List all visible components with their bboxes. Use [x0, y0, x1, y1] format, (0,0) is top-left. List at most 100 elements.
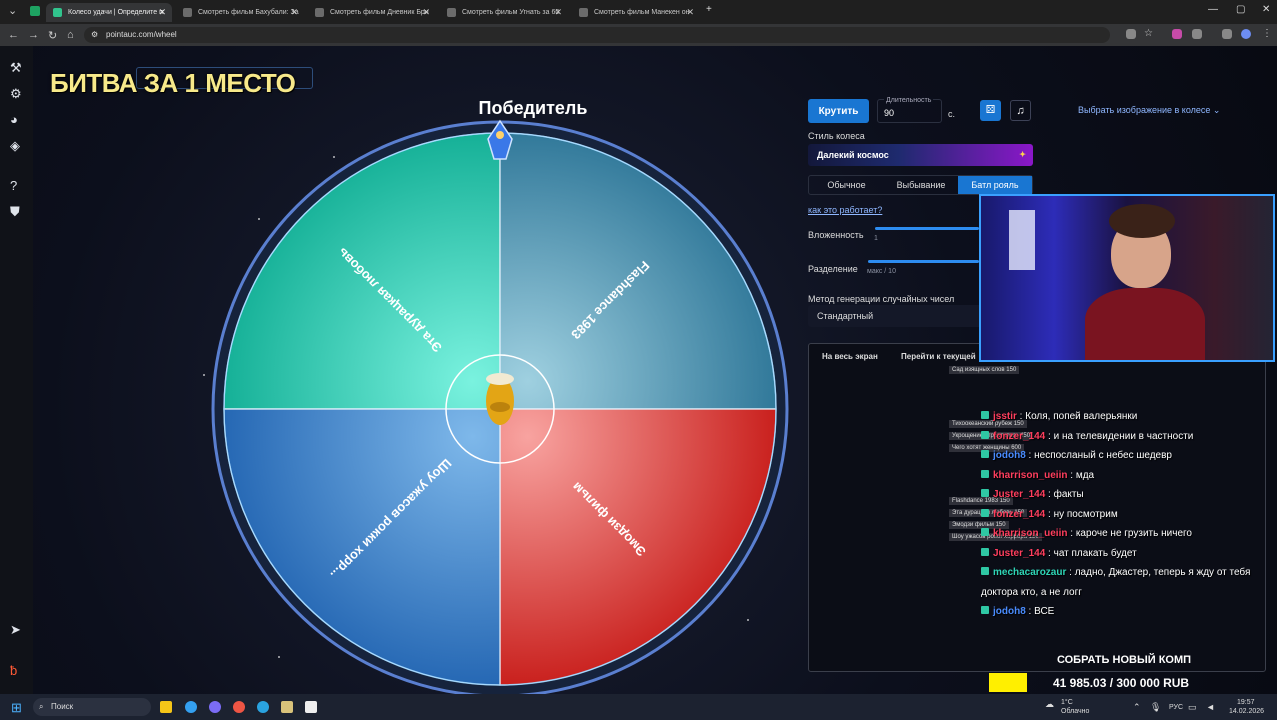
rng-select[interactable]: Стандартный — [808, 305, 986, 327]
chat-message: kharrison_ueiin : кароче не грузить ниче… — [981, 528, 1192, 539]
minimize-icon[interactable]: — — [1208, 4, 1218, 15]
webcam-overlay — [979, 194, 1275, 362]
tab-normal[interactable]: Обычное — [827, 180, 866, 190]
wheel-style-select[interactable]: Далекий космос ✦ — [808, 144, 1033, 166]
app-icon-3[interactable] — [305, 701, 317, 713]
layers-icon[interactable]: ◈ — [10, 138, 20, 153]
taskbar-search[interactable]: ⌕ Поиск — [33, 698, 151, 716]
close-icon[interactable]: ✕ — [554, 7, 562, 17]
mic-icon[interactable]: 🎙 — [1150, 702, 1162, 712]
telegram-taskbar-icon[interactable] — [257, 701, 269, 713]
top-toolbar-button[interactable] — [136, 67, 313, 89]
help-icon[interactable]: ? — [10, 178, 18, 193]
maximize-icon[interactable]: ▢ — [1236, 4, 1246, 15]
shield-icon[interactable]: ⛊ — [10, 204, 20, 219]
tab-movie-3[interactable]: Смотреть фильм Угнать за 60 ✕ — [440, 3, 568, 22]
network-icon[interactable]: ▭ — [1188, 702, 1197, 712]
goal-value: 41 985.03 / 300 000 RUB — [1053, 676, 1190, 690]
chat-message: Juster_144 : чат плакать будет — [981, 547, 1137, 559]
windows-start-icon[interactable]: ⊞ — [11, 700, 22, 715]
tab-title: Смотреть фильм Бахубали: За — [198, 9, 299, 16]
goto-current-button[interactable]: Перейти к текущей — [901, 352, 976, 361]
mini-lot-name: Сад изящных слов — [952, 367, 1005, 373]
chat-username: kharrison_ueiin — [993, 469, 1068, 481]
tab-elimination[interactable]: Выбывание — [896, 180, 946, 190]
spin-button[interactable]: Крутить — [808, 99, 869, 123]
brand-icon[interactable]: ƀ — [10, 663, 18, 678]
weather-icon[interactable]: ☁ — [1045, 699, 1054, 709]
chat-username: jsstir — [993, 411, 1017, 422]
wheel-pointer-icon — [487, 119, 513, 160]
favicon-icon — [447, 8, 456, 17]
image-select-link[interactable]: Выбрать изображение в колесе ⌄ — [1078, 105, 1220, 116]
close-icon[interactable]: ✕ — [158, 7, 166, 17]
tab-wheel[interactable]: Колесо удачи | Определите п ✕ — [46, 3, 172, 22]
back-icon[interactable]: ← — [8, 29, 19, 41]
mini-lot-value: 150 — [999, 498, 1010, 504]
file-explorer-icon[interactable] — [160, 701, 172, 713]
bookmark-star-icon[interactable]: ☆ — [1144, 28, 1153, 39]
winner-title: Победитель — [478, 98, 588, 118]
extension-icon-2[interactable] — [1192, 29, 1202, 39]
close-icon[interactable]: ✕ — [686, 7, 694, 17]
wheel[interactable]: Эта дурацкая любовь Flashdance 1983Эмодзи… — [210, 119, 790, 699]
chat-text: доктора кто, а не логг — [981, 586, 1082, 598]
chat-text: ну посмотрим — [1053, 508, 1118, 520]
close-icon[interactable]: ✕ — [290, 7, 298, 17]
tray-chevron-icon[interactable]: ⌃ — [1133, 702, 1141, 712]
url-field[interactable]: ⚙ pointauc.com/wheel — [84, 27, 1110, 43]
image-select-text: Выбрать изображение в колесе — [1078, 105, 1211, 115]
extension-icon[interactable] — [1172, 29, 1182, 39]
tab-list-icon[interactable]: ⌄ — [8, 5, 18, 17]
home-icon[interactable]: ⌂ — [67, 29, 74, 41]
reload-icon[interactable]: ↻ — [48, 30, 58, 42]
music-note-icon[interactable]: ♫ — [1010, 100, 1031, 121]
mini-lot: Тихоокеанский рубеж 150 — [949, 420, 1027, 428]
mini-lot: Шоу ужасов рокки хоррора 150 — [949, 533, 1042, 541]
duration-input[interactable]: Длительность 90 — [877, 97, 942, 123]
chat-badge-icon — [981, 528, 989, 536]
downloads-icon[interactable] — [1222, 29, 1232, 39]
chat-message: jodoh8 : неспосланый с небес шедевр — [981, 450, 1172, 461]
tab-title: Колесо удачи | Определите п — [68, 9, 163, 16]
nesting-slider[interactable] — [875, 227, 979, 230]
forward-icon[interactable]: → — [28, 29, 39, 41]
wheel-center-icon — [486, 373, 514, 425]
translate-icon[interactable] — [1126, 29, 1136, 39]
new-tab-icon[interactable]: + — [706, 4, 712, 15]
window-close-icon[interactable]: ✕ — [1262, 4, 1271, 15]
telegram-icon[interactable]: ➤ — [10, 622, 21, 637]
mini-lot-value: 150 — [1006, 367, 1017, 373]
tab-movie-2[interactable]: Смотреть фильм Дневник Бри ✕ — [308, 3, 436, 22]
wheel-icon[interactable]: ◕ — [10, 112, 18, 127]
menu-dots-icon[interactable]: ⋮ — [1262, 28, 1272, 39]
battle-title: БИТВА ЗА 1 МЕСТО — [50, 68, 296, 98]
site-info-icon[interactable]: ⚙ — [91, 30, 99, 39]
tab-movie-1[interactable]: Смотреть фильм Бахубали: За ✕ — [176, 3, 304, 22]
tab-title: Смотреть фильм Дневник Бри — [330, 9, 429, 16]
tab-battle-royale[interactable]: Батл рояль — [958, 176, 1032, 194]
chat-separator: : — [1045, 489, 1054, 500]
obs-icon[interactable] — [233, 701, 245, 713]
chat-separator: : — [1045, 430, 1054, 442]
hammer-icon[interactable]: ⚒ — [10, 60, 22, 75]
mini-lot-name: Flashdance 1983 — [952, 498, 999, 504]
language-indicator[interactable]: РУС — [1169, 704, 1184, 711]
random-dice-icon[interactable]: ⚄ — [980, 100, 1001, 121]
split-slider[interactable] — [868, 260, 979, 263]
profile-avatar[interactable] — [1241, 29, 1251, 39]
favicon-icon — [183, 8, 192, 17]
rng-label: Метод генерации случайных чисел — [808, 294, 955, 304]
app-icon-2[interactable] — [281, 701, 293, 713]
volume-icon[interactable]: ◄ — [1206, 702, 1215, 712]
gear-icon[interactable]: ⚙ — [10, 86, 22, 101]
how-it-works-link[interactable]: как это работает? — [808, 205, 883, 215]
sheets-icon[interactable] — [30, 6, 40, 16]
fullscreen-button[interactable]: На весь экран — [822, 352, 878, 361]
close-icon[interactable]: ✕ — [422, 7, 430, 17]
browser-tab-bar: ⌄ Колесо удачи | Определите п ✕ Смотреть … — [0, 0, 1277, 24]
favicon-icon — [315, 8, 324, 17]
chrome-icon[interactable] — [185, 701, 197, 713]
tab-movie-4[interactable]: Смотреть фильм Манекен он ✕ — [572, 3, 700, 22]
app-icon[interactable] — [209, 701, 221, 713]
